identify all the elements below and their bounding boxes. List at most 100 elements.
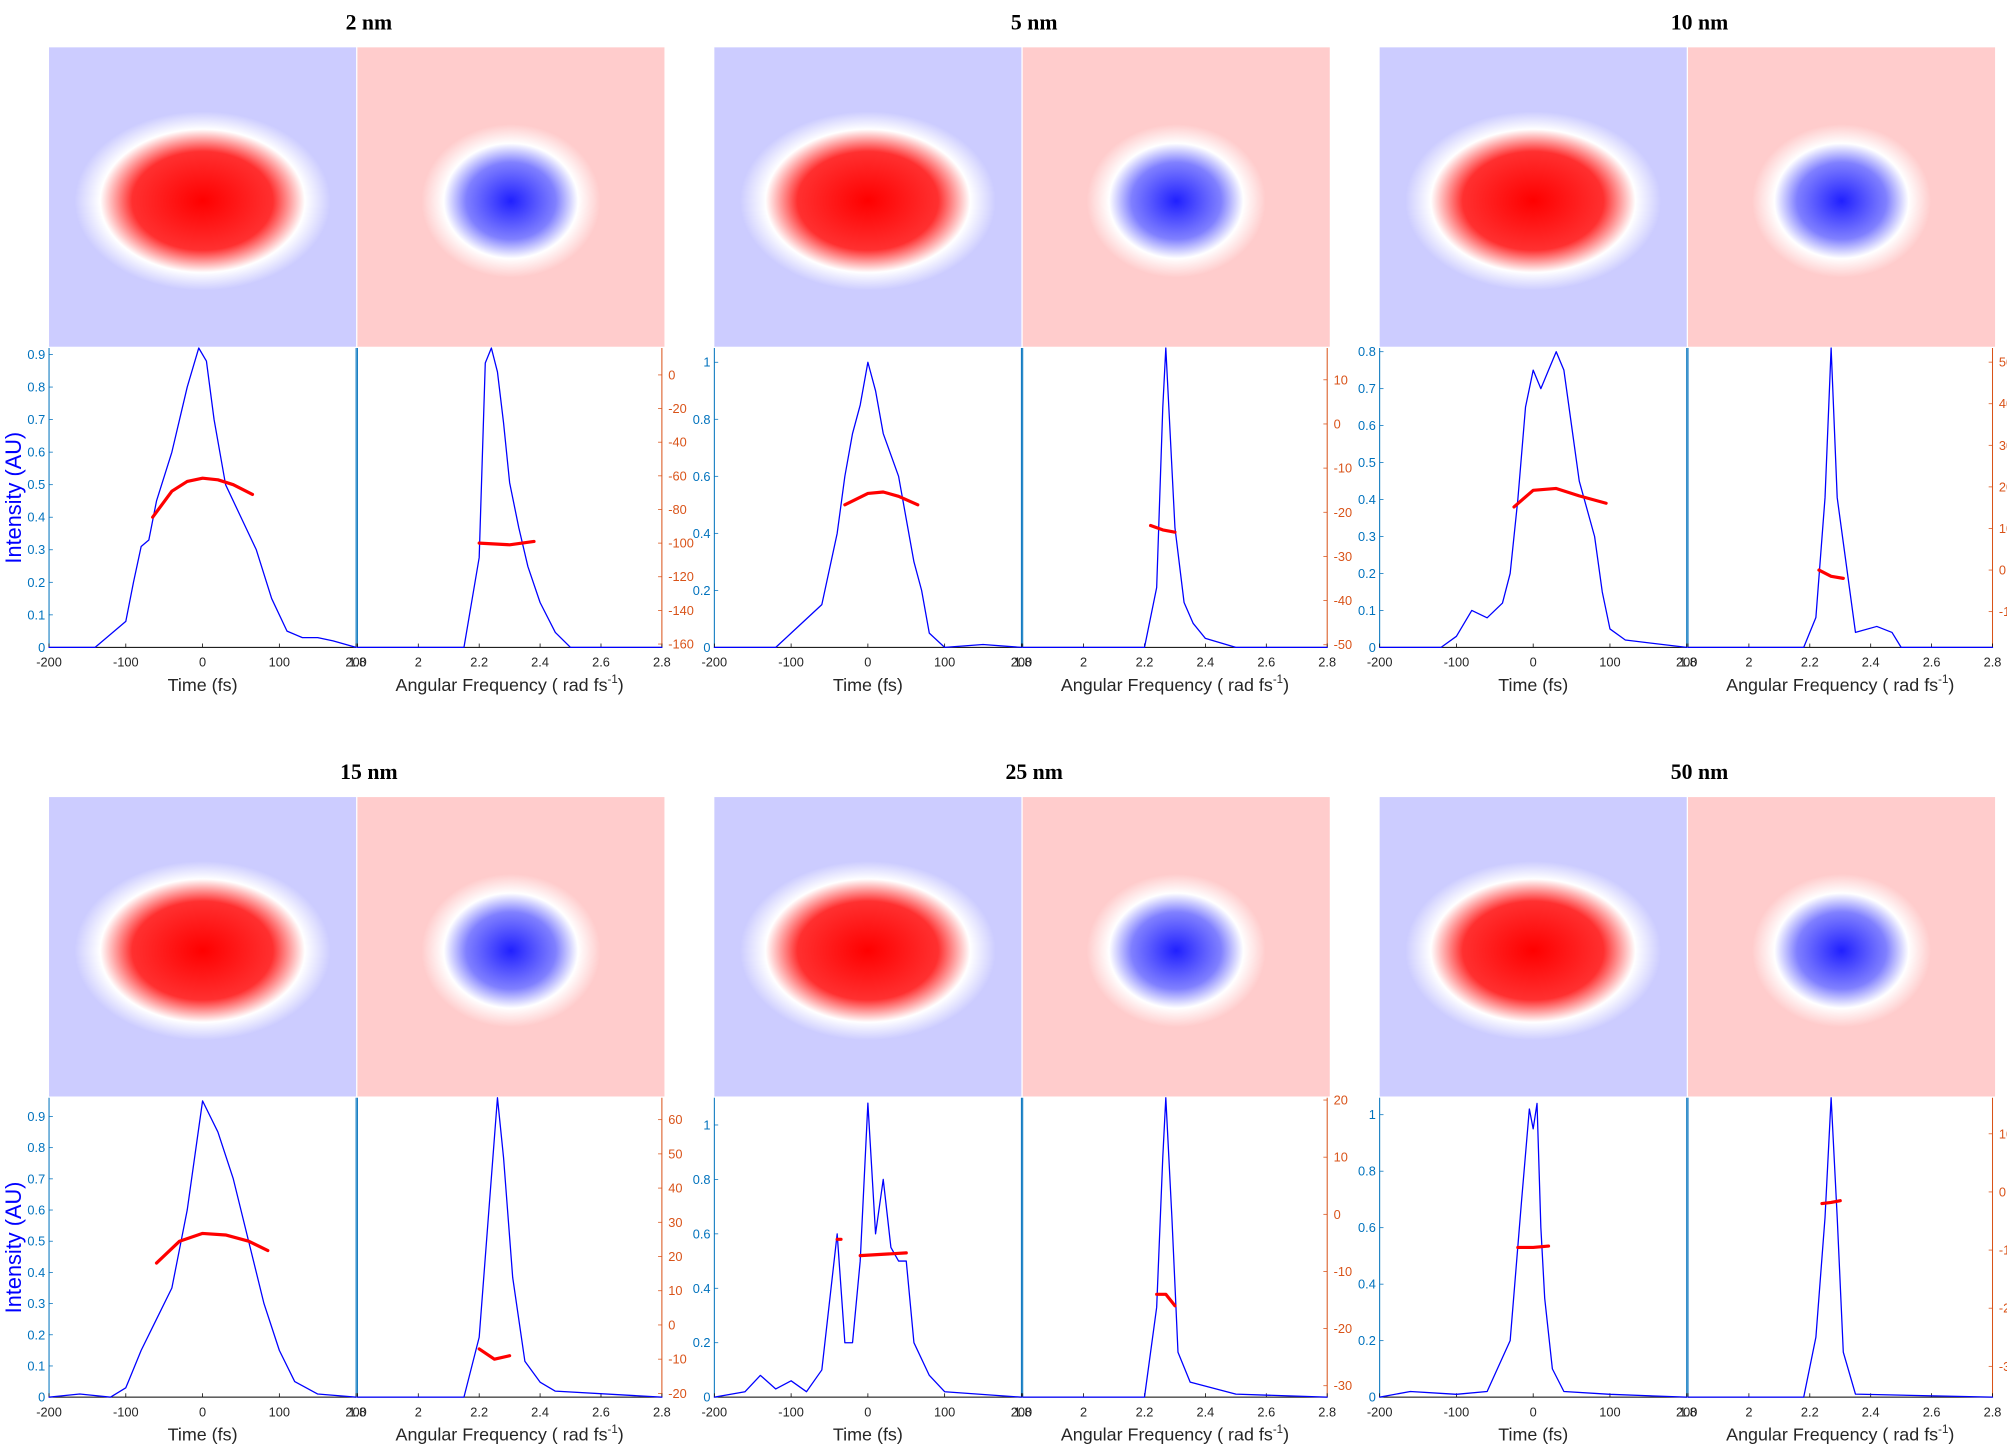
y2-tick-label: 20 bbox=[668, 1249, 682, 1264]
x-tick-label: 2.6 bbox=[1923, 655, 1941, 670]
x-tick-label: 2 bbox=[415, 655, 422, 670]
y-tick-label: 0.6 bbox=[693, 469, 711, 484]
x-axis-label-text: Time (fs) bbox=[1498, 675, 1568, 695]
y-tick-label: 0.7 bbox=[27, 412, 45, 427]
y2-tick-label: -10 bbox=[668, 1352, 686, 1367]
y2-tick-label: 10 bbox=[1334, 1150, 1348, 1165]
heatmap-blob bbox=[1405, 861, 1662, 1041]
intensity-line bbox=[1687, 347, 1994, 649]
y-tick-label: 0.3 bbox=[1358, 529, 1376, 544]
y2-tick-label: 0 bbox=[1334, 416, 1341, 431]
x-axis-label-sup: -1 bbox=[608, 674, 618, 686]
x-tick-label: 2 bbox=[1745, 1404, 1752, 1419]
y-tick-label: 0.3 bbox=[27, 542, 45, 557]
y-tick-label: 0.1 bbox=[1358, 603, 1376, 618]
y-tick-label: 0.1 bbox=[27, 607, 45, 622]
plot-area bbox=[714, 348, 1022, 648]
panel-title: 2 nm bbox=[346, 10, 393, 34]
x-axis-label-text: Time (fs) bbox=[168, 1425, 238, 1445]
x-axis-label: Angular Frequency ( rad fs-1) bbox=[1061, 1424, 1289, 1445]
x-tick-label: -200 bbox=[702, 655, 728, 670]
heatmap-blob bbox=[739, 111, 996, 291]
intensity-line bbox=[1022, 1097, 1328, 1398]
heatmap-blob bbox=[1751, 124, 1932, 278]
heatmap-blob bbox=[1751, 873, 1932, 1028]
plot-area bbox=[1022, 1097, 1328, 1398]
y2-tick-label: 50 bbox=[1999, 355, 2007, 370]
x-tick-label: 200 bbox=[1011, 1404, 1032, 1419]
y2-tick-label: -10 bbox=[1334, 461, 1352, 476]
y2-tick-label: 0 bbox=[668, 367, 675, 382]
y-tick-label: 0.7 bbox=[1358, 381, 1376, 396]
plot-area bbox=[49, 348, 357, 648]
y-tick-label: 0.2 bbox=[27, 1327, 45, 1342]
x-axis-label-text: Time (fs) bbox=[833, 1425, 903, 1445]
y2-tick-label: -120 bbox=[668, 569, 694, 584]
x-tick-label: 1.8 bbox=[1014, 655, 1032, 670]
x-tick-label: 100 bbox=[934, 655, 955, 670]
x-tick-label: 2.2 bbox=[1136, 1404, 1154, 1419]
x-tick-label: 0 bbox=[199, 1404, 206, 1419]
x-tick-label: 2.8 bbox=[653, 1404, 671, 1419]
heatmap-blob bbox=[1086, 873, 1266, 1028]
x-tick-label: 1.8 bbox=[1679, 1404, 1697, 1419]
x-axis-label-sup: -1 bbox=[1273, 1424, 1283, 1436]
x-tick-label: -100 bbox=[1444, 1404, 1470, 1419]
intensity-line bbox=[48, 1100, 357, 1398]
x-tick-label: 2.4 bbox=[1862, 1404, 1880, 1419]
phase-line bbox=[1512, 486, 1608, 509]
panel-title: 25 nm bbox=[1006, 760, 1063, 784]
y-tick-label: 0.2 bbox=[693, 583, 711, 598]
x-axis-label: Time (fs) bbox=[168, 1425, 238, 1445]
x-axis-label: Angular Frequency ( rad fs-1) bbox=[396, 674, 624, 695]
y-tick-label: 0.1 bbox=[27, 1358, 45, 1373]
x-tick-label: 1.8 bbox=[1679, 655, 1697, 670]
y-tick-label: 0.4 bbox=[1358, 492, 1376, 507]
y-tick-label: 0.8 bbox=[693, 1172, 711, 1187]
y-tick-label: 0.8 bbox=[1358, 1164, 1376, 1179]
y-axis-label: Intensity (AU) bbox=[1, 1182, 26, 1314]
y2-tick-label: -50 bbox=[1334, 637, 1352, 652]
intensity-line bbox=[48, 347, 357, 649]
x-tick-label: 2.2 bbox=[1801, 1404, 1819, 1419]
x-axis-label: Time (fs) bbox=[1498, 675, 1568, 695]
x-tick-label: 200 bbox=[345, 1404, 366, 1419]
x-axis-label-end: ) bbox=[1283, 1425, 1289, 1445]
intensity-line bbox=[1379, 351, 1688, 649]
x-tick-label: 2.2 bbox=[470, 1404, 488, 1419]
y2-tick-label: -20 bbox=[1334, 505, 1352, 520]
y2-tick-label: 10 bbox=[1999, 521, 2007, 536]
x-tick-label: 1.8 bbox=[348, 655, 366, 670]
y-tick-label: 0.4 bbox=[27, 1265, 45, 1280]
y2-tick-label: -10 bbox=[1334, 1264, 1352, 1279]
heatmap-blob bbox=[74, 861, 331, 1041]
y2-tick-label: -30 bbox=[1334, 1378, 1352, 1393]
y2-tick-label: -10 bbox=[1999, 604, 2007, 619]
x-tick-label: 2 bbox=[415, 1404, 422, 1419]
y-tick-label: 0 bbox=[703, 640, 710, 655]
y-tick-label: 0.2 bbox=[693, 1335, 711, 1350]
x-tick-label: 100 bbox=[269, 1404, 290, 1419]
x-axis-label: Angular Frequency ( rad fs-1) bbox=[1726, 674, 1954, 695]
x-tick-label: 2.6 bbox=[1257, 1404, 1275, 1419]
x-axis-label-text: Angular Frequency ( rad fs bbox=[396, 1425, 608, 1445]
heatmap-blob bbox=[74, 111, 331, 291]
x-axis-label-end: ) bbox=[618, 675, 624, 695]
x-axis-label-text: Angular Frequency ( rad fs bbox=[1061, 1425, 1273, 1445]
y2-tick-label: 60 bbox=[668, 1112, 682, 1127]
intensity-line bbox=[1022, 347, 1328, 649]
intensity-line bbox=[356, 347, 663, 649]
x-axis-label-sup: -1 bbox=[1273, 674, 1283, 686]
x-tick-label: 2.6 bbox=[592, 655, 610, 670]
x-tick-label: 2.6 bbox=[1923, 1404, 1941, 1419]
phase-line bbox=[154, 1231, 270, 1265]
phase-line bbox=[1155, 1292, 1177, 1308]
plot-area bbox=[1022, 348, 1328, 648]
y2-tick-label: 0 bbox=[1999, 563, 2006, 578]
y-tick-label: 0.8 bbox=[693, 412, 711, 427]
x-tick-label: 2.4 bbox=[1862, 655, 1880, 670]
plot-area bbox=[1687, 348, 1993, 648]
y-tick-label: 0.8 bbox=[1358, 344, 1376, 359]
phase-line bbox=[477, 1347, 512, 1361]
